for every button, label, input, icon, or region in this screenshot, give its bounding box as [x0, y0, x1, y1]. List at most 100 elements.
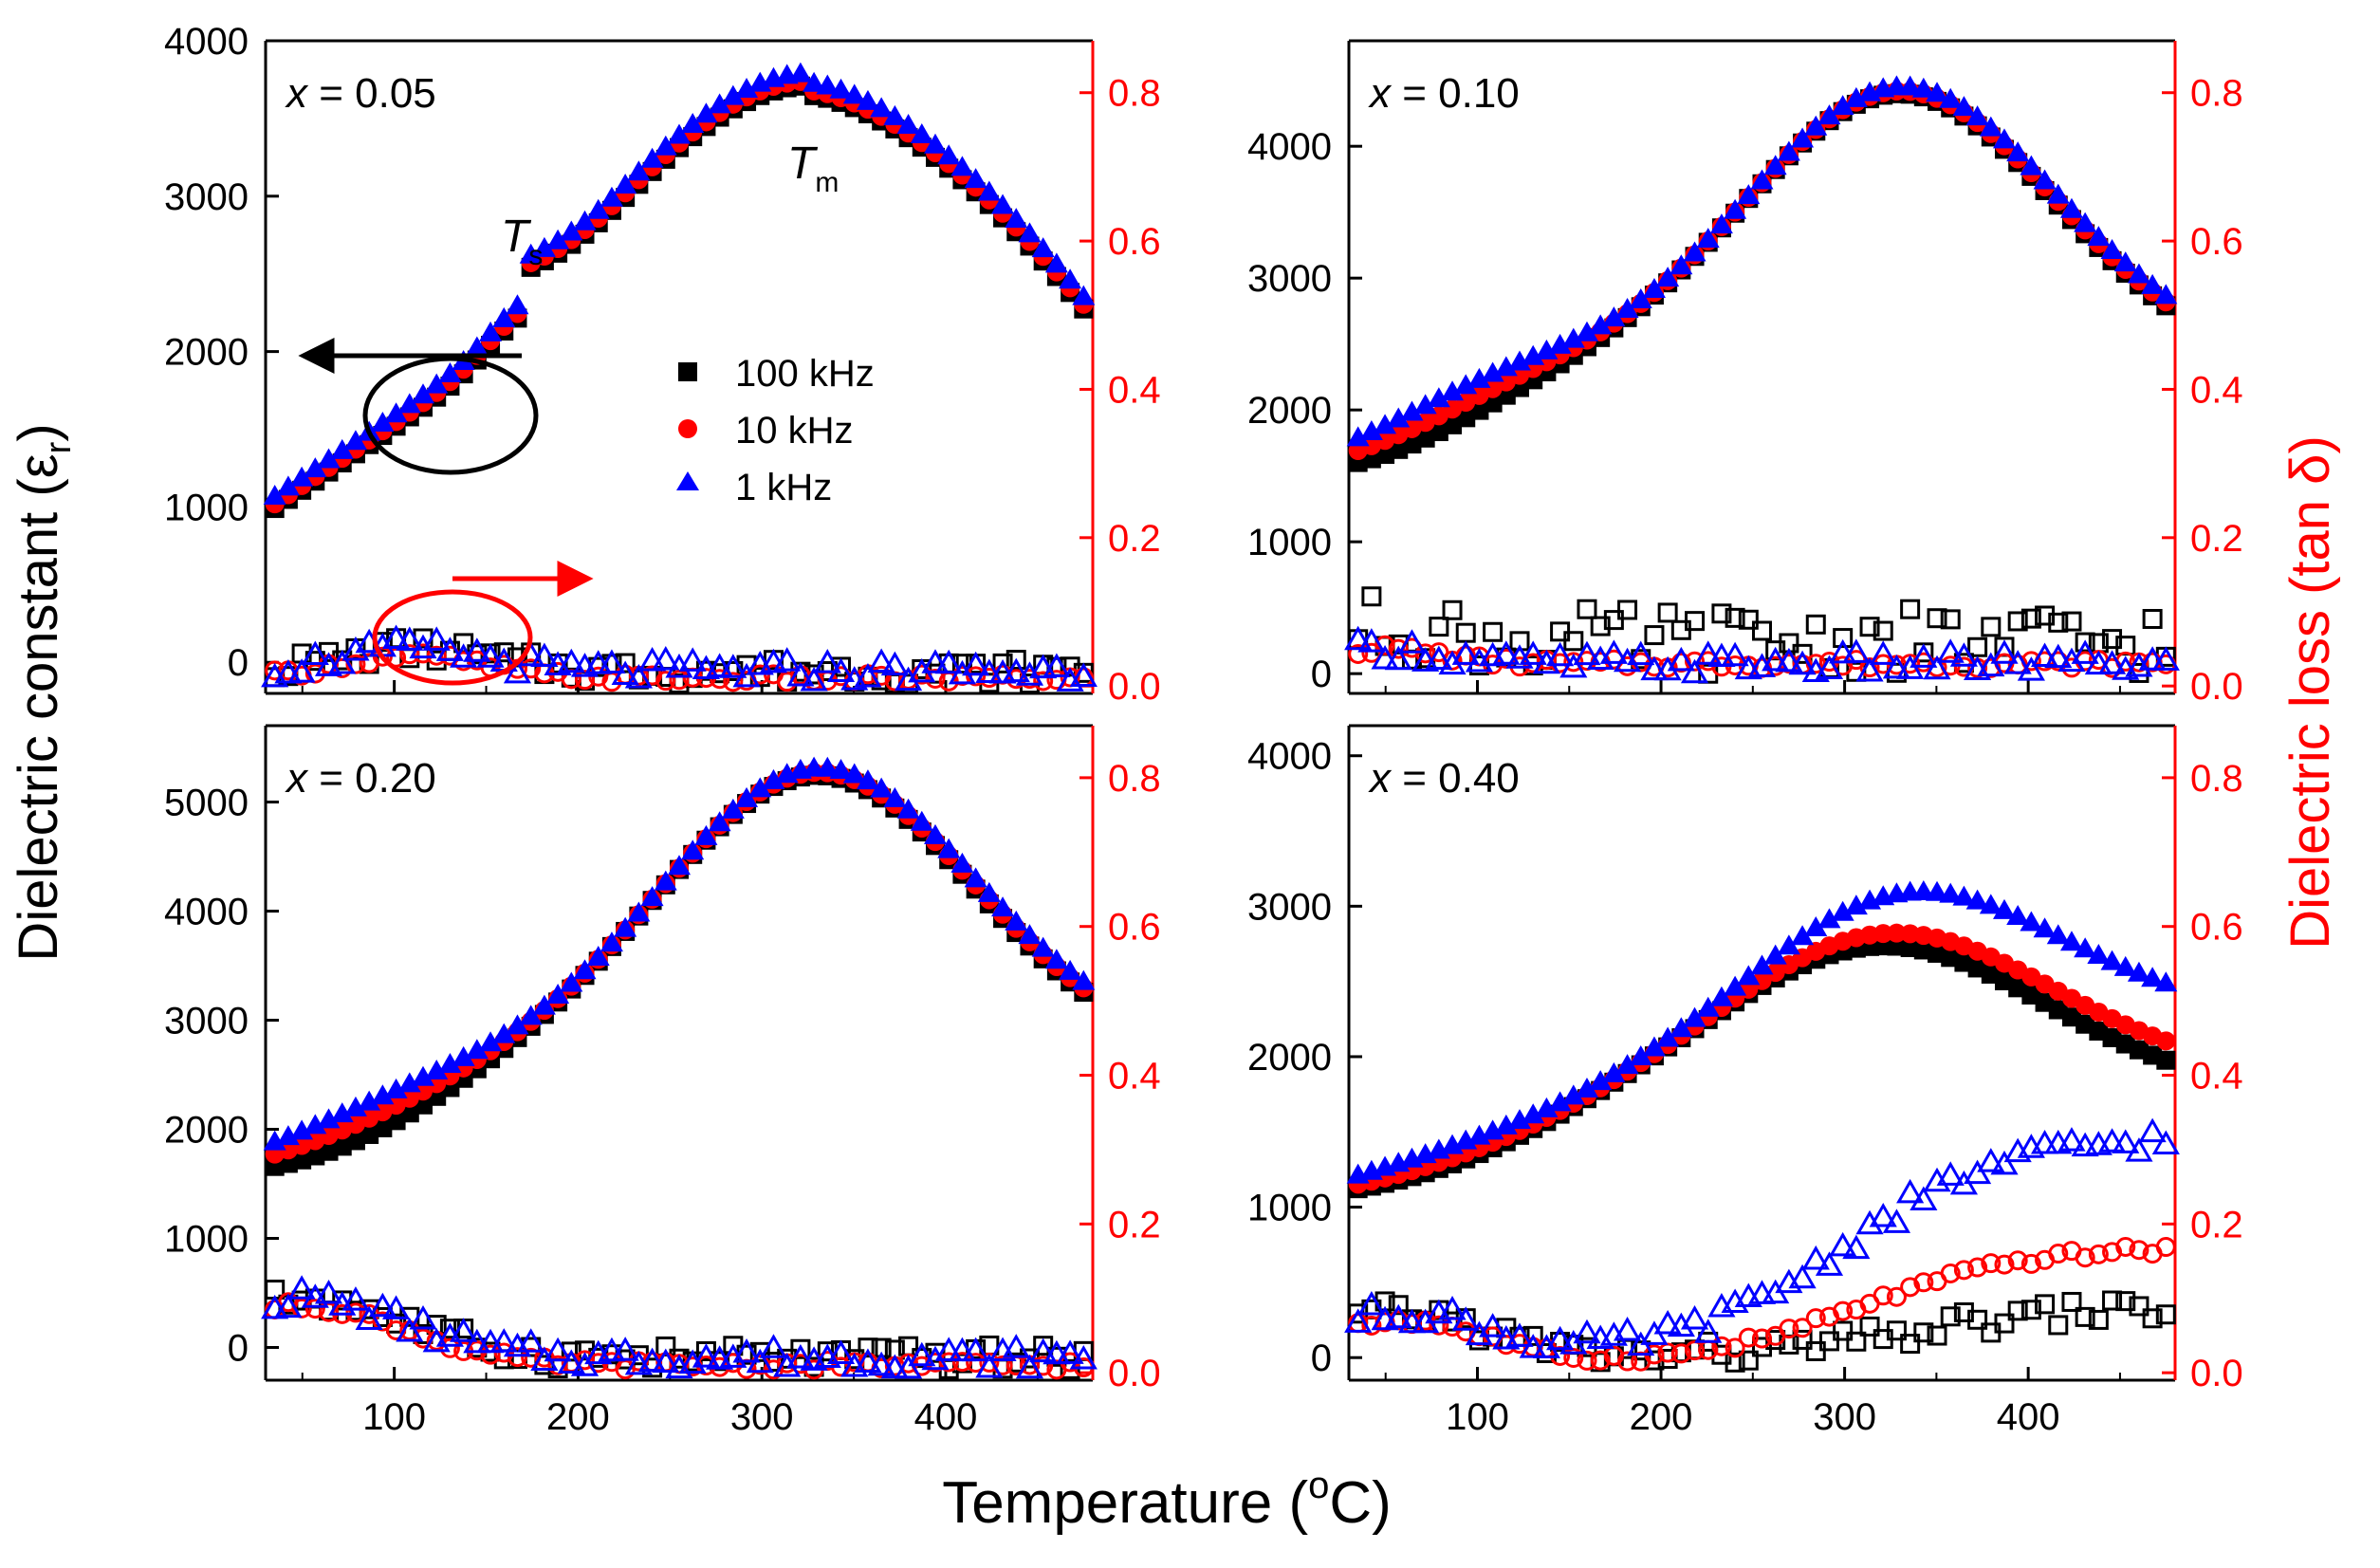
loss-point — [1479, 1313, 1507, 1337]
loss-point — [409, 1304, 437, 1330]
loss-point — [1397, 629, 1427, 654]
eps-point — [654, 135, 677, 156]
eps-point — [2154, 284, 2178, 304]
eps-point — [2074, 937, 2097, 958]
loss-point — [934, 1337, 963, 1361]
annotation-ts-sub: s — [528, 240, 543, 271]
eps-point — [2006, 904, 2030, 925]
eps-point — [2100, 239, 2124, 260]
loss-point — [951, 1352, 972, 1373]
loss-point — [637, 1347, 667, 1373]
loss-point — [800, 667, 828, 692]
loss-point — [1644, 625, 1665, 646]
eps-point — [870, 97, 894, 118]
loss-point — [1855, 1209, 1884, 1235]
legend-label-100khz: 100 kHz — [735, 353, 875, 395]
y-tick-label: 4000 — [164, 892, 249, 933]
eps-point — [1629, 288, 1652, 309]
y2-tick-label: 0.2 — [1108, 518, 1161, 560]
loss-point — [2020, 1300, 2041, 1320]
loss-point — [1869, 640, 1897, 665]
loss-point — [1833, 628, 1854, 649]
y2-tick-label: 0.0 — [2190, 1353, 2243, 1394]
eps-point — [519, 243, 543, 264]
eps-point — [1763, 944, 1787, 965]
eps-point — [1400, 400, 1424, 421]
eps-point — [2074, 212, 2097, 232]
eps-point — [560, 220, 583, 241]
loss-point — [1573, 1319, 1601, 1344]
eps-point — [1615, 1054, 1639, 1075]
eps-point — [1602, 306, 1626, 327]
loss-point — [1069, 662, 1098, 687]
eps-point — [263, 484, 286, 505]
eps-point — [1965, 105, 1989, 126]
loss-point — [1967, 1309, 1988, 1330]
loss-point — [1940, 1263, 1961, 1283]
loss-point — [544, 1337, 572, 1362]
loss-point — [2151, 1130, 2180, 1155]
legend: 100 kHz 10 kHz 1 kHz — [676, 353, 875, 508]
loss-point — [1859, 617, 1880, 637]
loss-point — [2102, 629, 2123, 650]
eps-point — [2141, 967, 2165, 987]
eps-point — [276, 475, 300, 496]
eps-point — [923, 823, 947, 844]
eps-point — [1844, 86, 1868, 107]
eps-point — [668, 123, 691, 144]
loss-point — [1033, 671, 1054, 692]
loss-point — [880, 651, 909, 676]
loss-point — [450, 1318, 478, 1342]
eps-point — [721, 798, 745, 819]
loss-point — [962, 651, 990, 676]
eps-point — [1031, 936, 1055, 957]
loss-point — [962, 1337, 990, 1362]
loss-point — [1451, 1306, 1480, 1331]
loss-point — [435, 636, 465, 661]
y2-tick-label: 0.6 — [1108, 907, 1161, 949]
loss-point — [1896, 1178, 1925, 1204]
eps-point — [2087, 944, 2111, 965]
eps-point — [2046, 183, 2070, 204]
loss-point — [1590, 616, 1611, 636]
loss-point — [1667, 1312, 1695, 1337]
x-tick-label: 300 — [1813, 1396, 1876, 1438]
loss-point — [652, 1348, 680, 1374]
loss-point — [399, 644, 420, 665]
eps-point — [803, 71, 826, 92]
eps-point — [1965, 889, 1989, 910]
eps-point — [1898, 75, 1922, 96]
eps-point — [438, 362, 462, 383]
loss-point — [1546, 1325, 1575, 1351]
x-tick-label: 200 — [546, 1396, 610, 1438]
y-tick-label: 5000 — [164, 783, 249, 824]
loss-point — [1388, 1295, 1409, 1316]
loss-point — [1613, 647, 1642, 673]
loss-point — [1344, 1308, 1373, 1333]
eps-point — [1072, 969, 1096, 990]
eps-point — [721, 84, 745, 105]
eps-point — [1696, 996, 1720, 1017]
eps-point — [883, 104, 907, 125]
eps-point — [1992, 898, 2016, 919]
eps-point — [1791, 127, 1815, 148]
loss-point — [1900, 1334, 1921, 1355]
eps-point — [1467, 367, 1491, 388]
loss-point — [2003, 650, 2032, 674]
loss-point — [1977, 652, 2005, 677]
x-tick-label: 100 — [1446, 1396, 1509, 1438]
loss-point — [489, 1328, 518, 1353]
loss-point — [463, 637, 491, 662]
loss-point — [345, 654, 366, 674]
loss-point — [1981, 1253, 2002, 1274]
eps-point — [317, 448, 341, 469]
loss-point — [867, 648, 895, 673]
eps-point — [412, 383, 435, 404]
series-1-kHz — [1344, 75, 2180, 684]
loss-point — [1990, 1150, 2019, 1175]
eps-point — [2059, 197, 2083, 218]
eps-point — [1044, 252, 1068, 273]
loss-point — [1981, 617, 2002, 637]
eps-point — [910, 810, 933, 831]
loss-point — [880, 1354, 909, 1379]
